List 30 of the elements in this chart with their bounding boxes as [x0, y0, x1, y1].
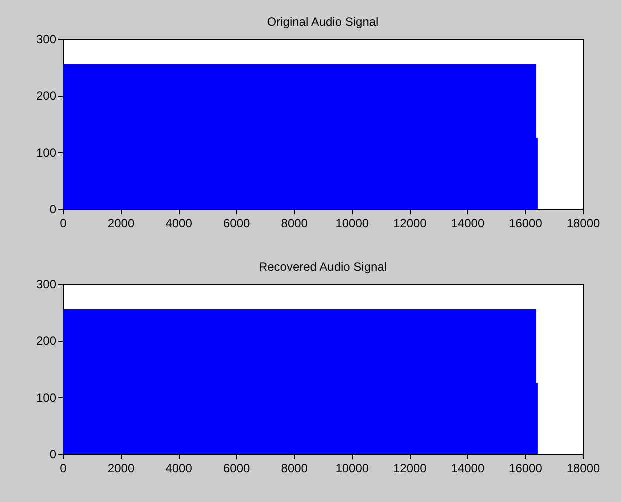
y-tick-label: 100 [36, 390, 57, 405]
y-tick-label: 200 [36, 334, 57, 348]
x-tick-label: 14000 [451, 462, 485, 476]
y-tick-label: 0 [50, 202, 57, 216]
x-tick-label: 4000 [166, 216, 193, 230]
x-tick-label: 2000 [108, 462, 135, 476]
x-tick-label: 6000 [223, 216, 251, 230]
y-tick-label: 200 [36, 89, 57, 104]
y-tick-label: 100 [36, 146, 57, 160]
x-tick-label: 18000 [566, 462, 601, 476]
x-tick-label: 12000 [393, 216, 428, 230]
chart-title: Original Audio Signal [267, 15, 379, 29]
x-tick-label: 8000 [281, 216, 308, 230]
x-tick-label: 16000 [509, 216, 543, 230]
x-tick-label: 4000 [166, 462, 193, 476]
x-tick-label: 18000 [566, 216, 601, 230]
x-tick-label: 0 [60, 462, 68, 476]
y-tick-label: 300 [36, 278, 57, 292]
x-tick-label: 10000 [336, 216, 370, 230]
x-tick-label: 8000 [281, 462, 308, 476]
x-tick-label: 2000 [108, 216, 135, 230]
y-tick-label: 0 [50, 448, 57, 462]
x-tick-label: 10000 [336, 462, 370, 476]
x-tick-label: 12000 [393, 462, 428, 476]
chart-title: Recovered Audio Signal [258, 260, 388, 274]
x-tick-label: 6000 [223, 462, 251, 476]
x-tick-label: 16000 [509, 462, 543, 476]
x-tick-label: 14000 [451, 216, 485, 230]
x-tick-label: 0 [60, 216, 68, 230]
y-tick-label: 300 [36, 32, 57, 46]
